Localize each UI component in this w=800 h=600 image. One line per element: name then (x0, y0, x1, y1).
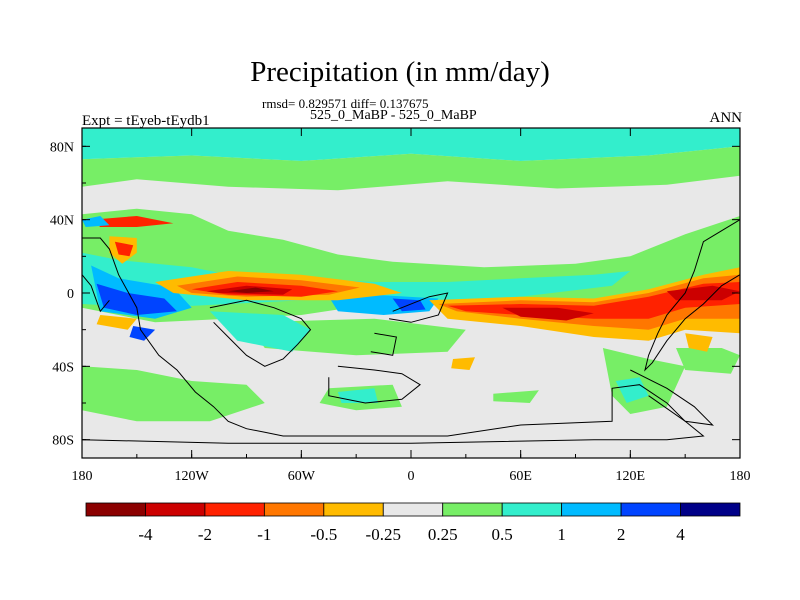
colorbar-label: 1 (557, 525, 566, 544)
colorbar-label: 2 (617, 525, 626, 544)
contour-region-32 (615, 377, 649, 403)
colorbar-swatch (501, 502, 563, 517)
season-label: ANN (709, 110, 743, 126)
experiment-label: Expt = tEyeb-tEydb1 (82, 113, 210, 129)
axes: 180 120W 60W 0 60E 120E 180 80N 40N 0 40S 80S (50, 127, 751, 484)
y-tick-label: 0 (67, 287, 74, 302)
coastline-3 (389, 292, 449, 323)
chart-title: Precipitation (in mm/day) (250, 56, 550, 88)
colorbar-swatch (323, 502, 384, 517)
contour-region-1 (82, 146, 740, 191)
colorbar-swatch (620, 502, 681, 517)
contour-region-12 (228, 287, 274, 293)
contour-region-16 (502, 307, 594, 321)
x-tick-label: 120W (175, 469, 210, 484)
colorbar-swatch (204, 502, 265, 517)
y-tick-label: 40S (52, 360, 74, 375)
colorbar-swatch (145, 502, 206, 517)
colorbar: -4 -2 -1 -0.5 -0.25 0.25 0.5 1 2 4 (85, 502, 741, 544)
contour-region-0 (82, 128, 740, 161)
case-line: 525_0_MaBP - 525_0_MaBP (310, 108, 477, 123)
colorbar-swatch (382, 502, 444, 517)
colorbar-label: -4 (138, 525, 153, 544)
colorbar-swatch (561, 502, 622, 517)
contour-region-23 (129, 326, 156, 341)
contour-region-22 (96, 315, 137, 330)
contour-region-29 (493, 390, 539, 403)
x-tick-label: 180 (72, 469, 93, 484)
colorbar-label: 0.25 (428, 525, 458, 544)
contour-region-19 (114, 241, 134, 257)
contour-region-33 (676, 348, 740, 374)
coastline-0 (82, 237, 705, 444)
x-tick-label: 120E (616, 469, 646, 484)
y-tick-label: 80S (52, 434, 74, 449)
x-tick-label: 60E (509, 469, 532, 484)
colorbar-label: -0.5 (310, 525, 337, 544)
y-tick-label: 80N (50, 140, 74, 155)
contour-region-17 (666, 285, 740, 301)
colorbar-swatch (680, 502, 741, 517)
colorbar-swatch (442, 502, 503, 517)
contour-region-26 (451, 357, 475, 370)
land-outlines (82, 219, 740, 444)
colorbar-label: -1 (257, 525, 271, 544)
coastline-6 (644, 219, 740, 372)
colorbar-label: -2 (198, 525, 212, 544)
coastline-7 (82, 274, 110, 313)
contour-region-30 (82, 366, 265, 422)
contour-region-14 (438, 274, 740, 330)
colorbar-swatch (263, 502, 325, 517)
stats-line: rmsd= 0.829571 diff= 0.137675 (262, 96, 429, 111)
y-tick-label: 40N (50, 214, 74, 229)
colorbar-swatch (85, 502, 146, 517)
colorbar-label: 0.5 (492, 525, 513, 544)
contour-region-21 (82, 216, 110, 227)
x-tick-label: 0 (408, 469, 415, 484)
x-tick-label: 180 (730, 469, 751, 484)
colorbar-label: 4 (676, 525, 685, 544)
coastline-4 (370, 332, 397, 356)
x-tick-label: 60W (288, 469, 316, 484)
contour-region-31 (602, 348, 686, 414)
colorbar-label: -0.25 (366, 525, 401, 544)
contour-region-20 (91, 216, 174, 227)
contour-region-25 (209, 311, 311, 352)
contour-region-5 (96, 283, 177, 315)
coastline-1 (209, 299, 312, 367)
contour-region-34 (685, 333, 713, 352)
coastline-2 (328, 365, 421, 404)
coastline-5 (630, 369, 715, 426)
